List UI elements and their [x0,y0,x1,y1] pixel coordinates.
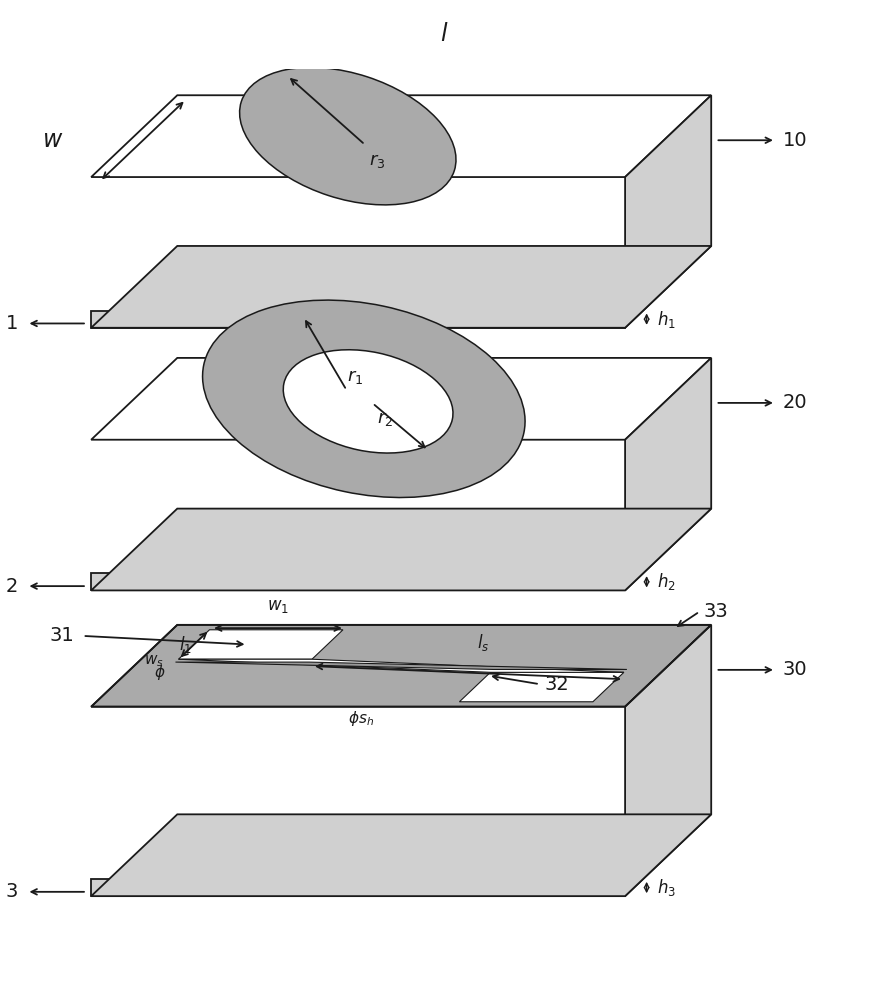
Polygon shape [91,358,711,440]
Polygon shape [460,672,624,702]
Text: 10: 10 [783,131,807,150]
Text: 20: 20 [783,393,807,412]
Text: 32: 32 [544,675,569,694]
Text: $w$: $w$ [42,128,63,152]
Text: 30: 30 [783,660,807,679]
Ellipse shape [283,350,453,453]
Text: $h_2$: $h_2$ [657,571,676,592]
Polygon shape [91,311,625,328]
Polygon shape [91,625,711,707]
Text: $\phi$: $\phi$ [154,663,165,682]
Text: 3: 3 [5,882,18,901]
Text: $l_1$: $l_1$ [179,634,192,655]
Ellipse shape [202,300,525,498]
Polygon shape [91,573,625,590]
Text: 33: 33 [704,602,729,621]
Polygon shape [178,630,343,659]
Polygon shape [91,814,711,896]
Polygon shape [625,358,711,590]
Text: $\phi s_h$: $\phi s_h$ [348,709,374,728]
Text: $l_s$: $l_s$ [476,632,489,653]
Polygon shape [91,246,711,328]
Text: $w_1$: $w_1$ [267,597,289,615]
Polygon shape [176,662,627,669]
Text: $w_s$: $w_s$ [143,653,163,669]
Polygon shape [91,95,711,177]
Polygon shape [625,95,711,328]
Text: $r_3$: $r_3$ [369,152,386,170]
Polygon shape [178,659,624,672]
Text: 1: 1 [5,314,18,333]
Text: 2: 2 [5,577,18,596]
Text: $r_2$: $r_2$ [377,410,393,428]
Text: $l$: $l$ [440,22,448,46]
Text: $h_3$: $h_3$ [657,877,676,898]
Polygon shape [625,625,711,896]
Ellipse shape [240,67,456,205]
Text: $r_1$: $r_1$ [347,368,363,386]
Text: $h_1$: $h_1$ [657,309,676,330]
Polygon shape [91,509,711,590]
Polygon shape [91,879,625,896]
Text: 31: 31 [50,626,74,645]
